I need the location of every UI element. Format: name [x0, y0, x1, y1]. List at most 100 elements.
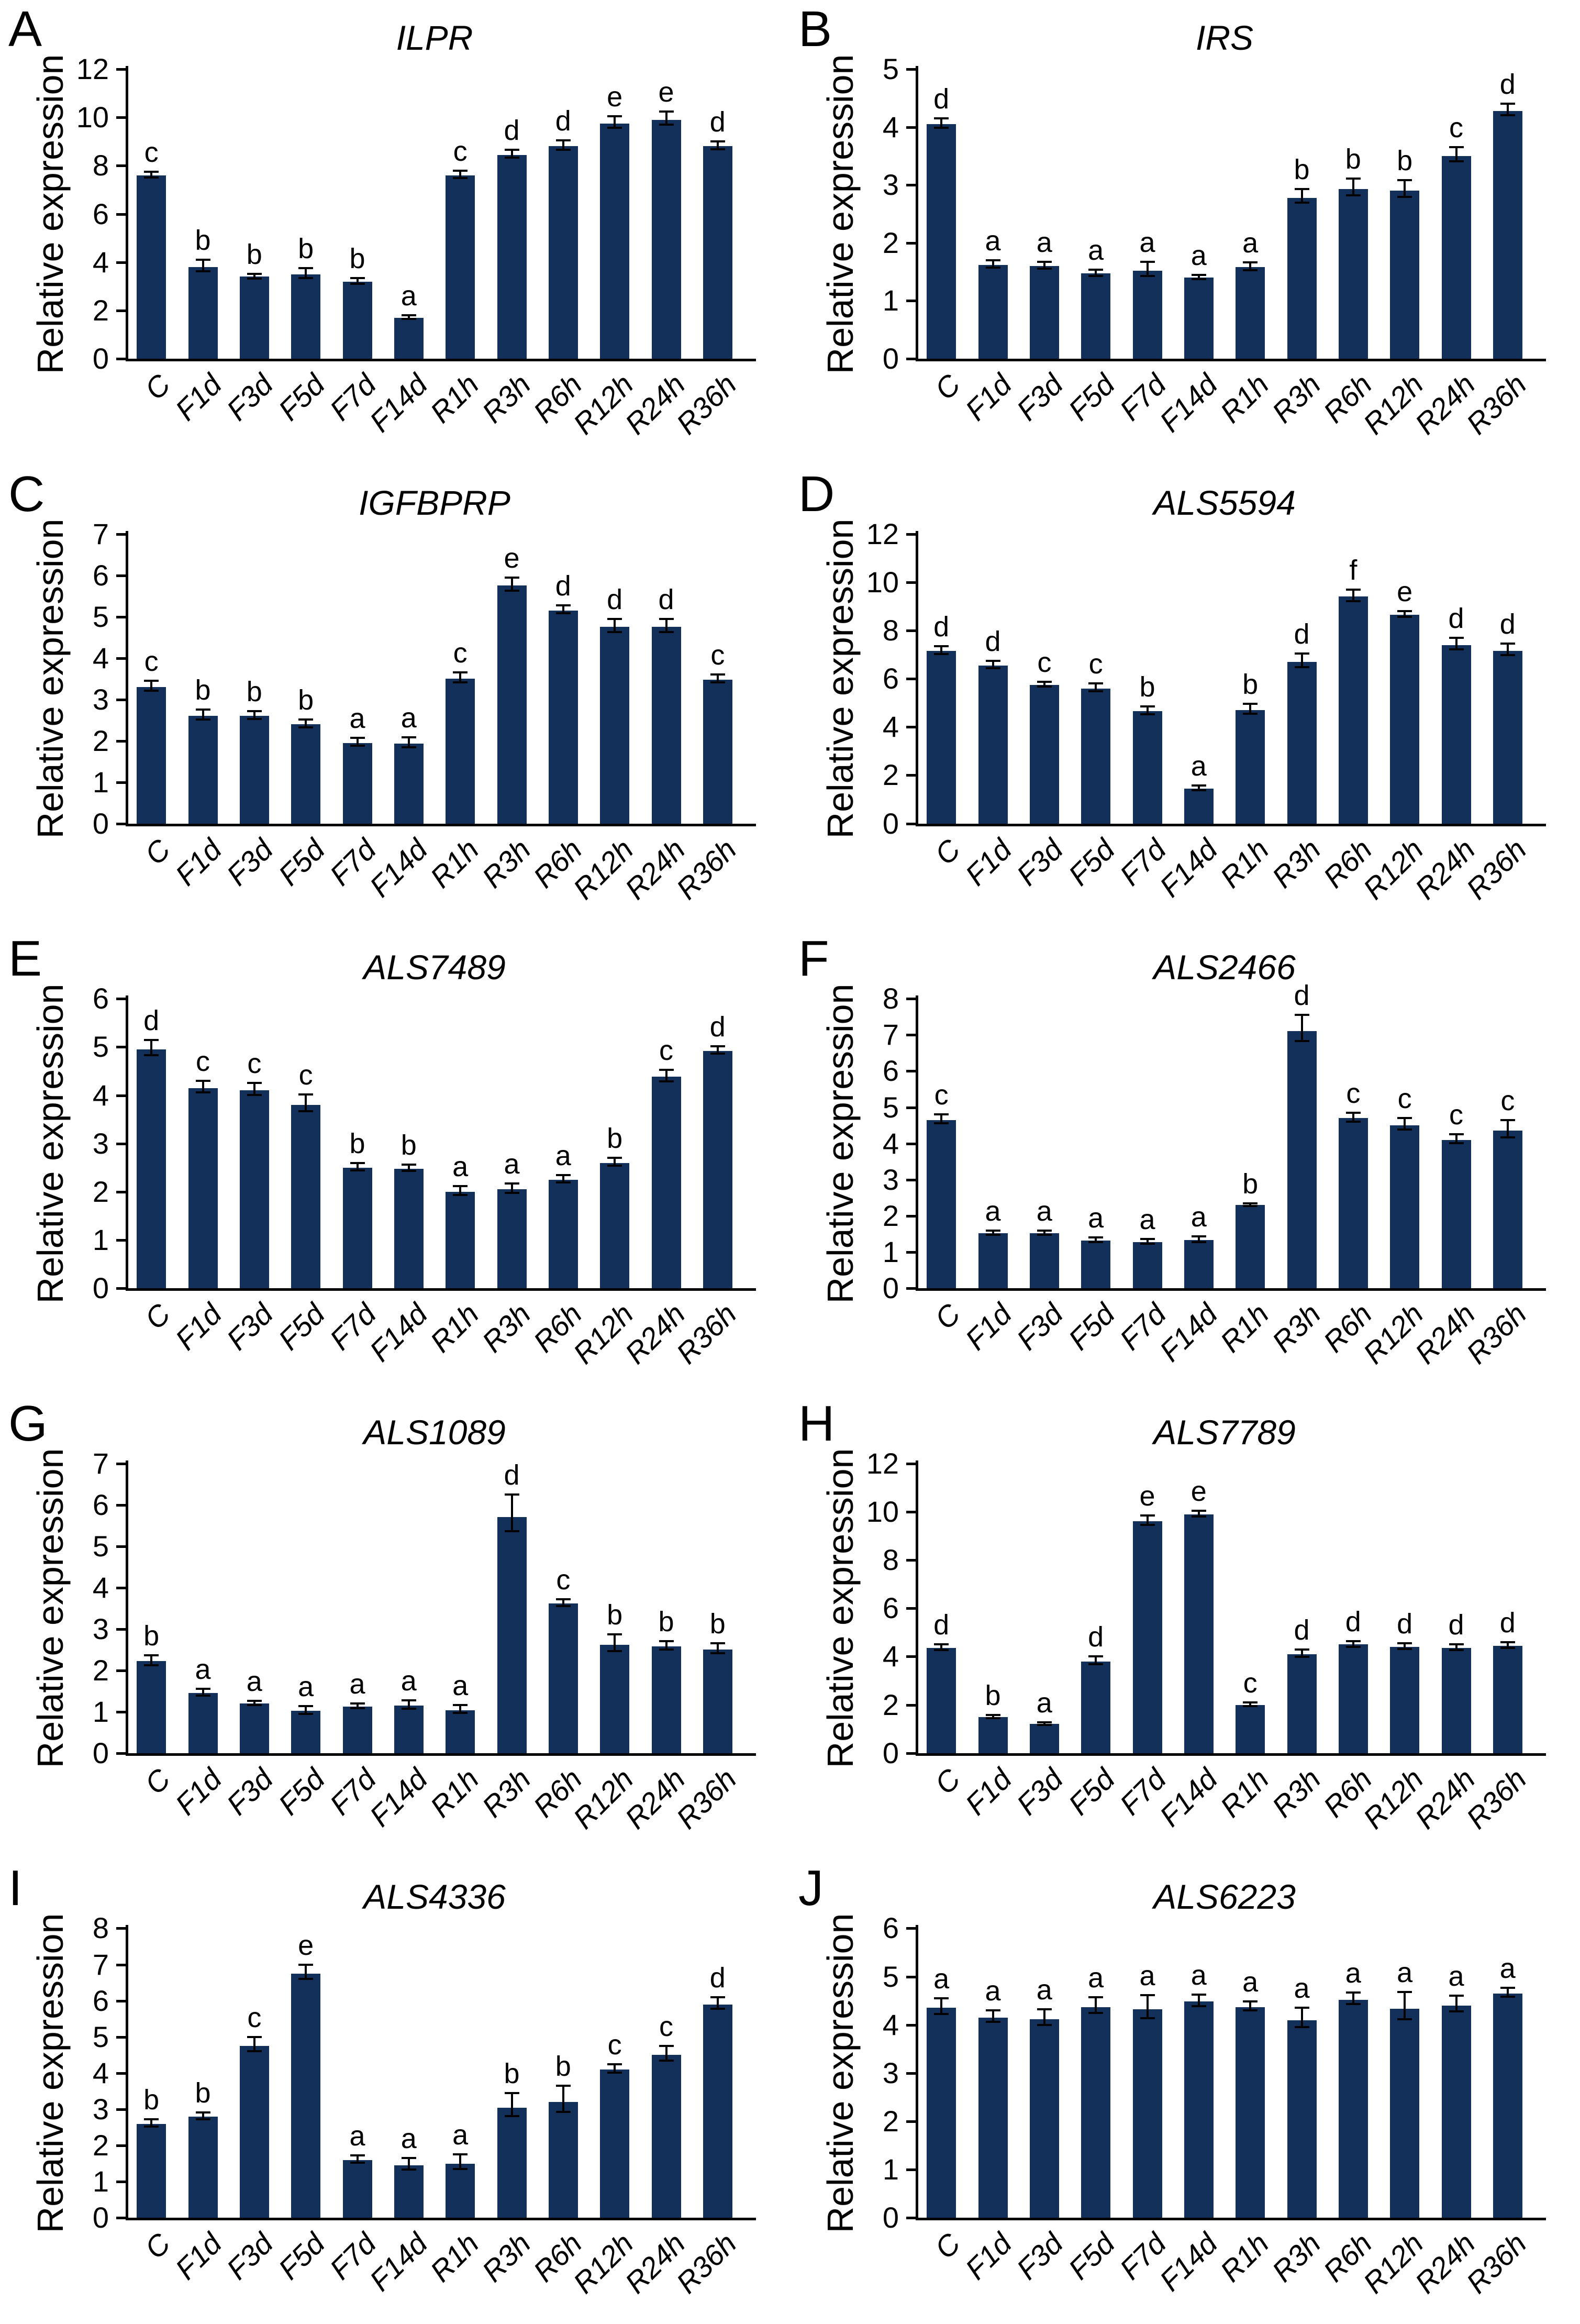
y-tick-label: 5 [92, 600, 109, 633]
error-cap-bottom-R1h [453, 1712, 468, 1714]
sig-letter-F1d: b [195, 2077, 211, 2109]
error-cap-top-F14d [401, 2157, 416, 2160]
x-tick-label-F1d: F1d [959, 832, 1018, 892]
bar-R24h [651, 1646, 681, 1753]
sig-letter-R1h: a [452, 1670, 469, 1702]
error-cap-top-R6h [1345, 178, 1361, 180]
error-cap-top-R36h [710, 1642, 725, 1645]
bar-F7d [342, 281, 372, 359]
y-tick-label: 12 [866, 517, 899, 550]
error-bar-F3d [253, 273, 255, 279]
error-bar-R36h [716, 141, 719, 149]
error-bar-F14d [1197, 785, 1200, 791]
bar-R6h [1338, 189, 1368, 359]
error-cap-top-R3h [504, 1182, 519, 1185]
error-cap-bottom-R12h [607, 1650, 622, 1652]
error-cap-top-F3d [247, 2035, 262, 2038]
y-tick-label: 8 [92, 149, 109, 182]
bar-F5d [291, 274, 321, 359]
bar-R12h [1390, 191, 1420, 359]
error-cap-bottom-R6h [555, 612, 571, 615]
bar-F7d [342, 2160, 372, 2218]
bar-R6h [548, 1603, 578, 1753]
bar-F3d [239, 2046, 269, 2218]
y-tick-mark [116, 1462, 126, 1465]
bar-F1d [188, 716, 218, 824]
y-tick-label: 6 [882, 1591, 899, 1625]
y-tick-mark [906, 822, 916, 825]
y-tick-mark [116, 1628, 126, 1631]
error-bar-R12h [614, 1158, 616, 1166]
bar-F7d [342, 743, 372, 824]
panel-letter-E: E [8, 931, 43, 987]
error-bar-R36h [1506, 1987, 1509, 1997]
x-tick-label-F3d: F3d [220, 2227, 280, 2286]
x-tick-label-R12h: R12h [566, 1297, 640, 1370]
x-tick-label-F5d: F5d [272, 2227, 331, 2286]
sig-letter-F14d: a [1190, 750, 1207, 782]
sig-letter-F5d: a [1088, 234, 1104, 266]
y-tick-mark [116, 1545, 126, 1548]
error-bar-F3d [1043, 1231, 1045, 1235]
error-cap-bottom-R1h [453, 1194, 468, 1197]
error-cap-top-R6h [555, 1598, 571, 1600]
error-bar-R3h [510, 577, 513, 591]
y-axis-line [916, 530, 918, 826]
chart-title: IGFBPRP [359, 483, 510, 522]
bar-R6h [548, 146, 578, 359]
error-bar-R1h [1249, 704, 1252, 714]
error-cap-top-R24h [1449, 636, 1464, 639]
error-cap-top-F14d [1191, 1509, 1206, 1512]
bar-F5d [1081, 688, 1111, 824]
y-axis-line [126, 1460, 128, 1755]
y-tick-mark [906, 774, 916, 777]
error-bar-R12h [1404, 180, 1406, 197]
y-tick-label: 6 [92, 1488, 109, 1521]
error-cap-bottom-R3h [504, 2115, 519, 2118]
bar-F7d [1132, 2009, 1162, 2218]
bar-R12h [600, 2069, 630, 2218]
error-cap-top-F14d [1191, 1235, 1206, 1238]
sig-letter-R24h: b [658, 1606, 674, 1638]
x-tick-label-F1d: F1d [959, 2227, 1018, 2286]
y-tick-mark [116, 1752, 126, 1755]
sig-letter-R6h: d [555, 570, 571, 602]
x-tick-label-C: C [928, 1762, 966, 1801]
sig-letter-R12h: e [607, 81, 623, 113]
bar-F5d [1081, 2007, 1111, 2218]
bar-R1h [446, 1710, 475, 1753]
sig-letter-R1h: b [1242, 1168, 1259, 1200]
x-tick-label-F14d: F14d [1153, 1762, 1224, 1833]
x-tick-label-F3d: F3d [1010, 1297, 1070, 1357]
bar-R3h [1287, 661, 1317, 824]
error-cap-top-R3h [504, 576, 519, 579]
error-cap-top-R1h [453, 2153, 468, 2156]
x-tick-label-R12h: R12h [1356, 368, 1430, 441]
y-tick-mark [116, 2035, 126, 2039]
y-tick-mark [906, 1178, 916, 1181]
error-cap-bottom-R6h [555, 1604, 571, 1607]
sig-letter-C: a [933, 1963, 950, 1995]
x-tick-label-F14d: F14d [1153, 1297, 1224, 1368]
y-tick-label: 0 [882, 2201, 899, 2234]
sig-letter-F7d: a [349, 1668, 365, 1700]
sig-letter-R1h: c [453, 135, 468, 167]
sig-letter-F3d: a [1036, 227, 1052, 259]
error-bar-R24h [665, 1641, 667, 1650]
panel-letter-G: G [8, 1395, 49, 1452]
x-tick-label-F5d: F5d [272, 1297, 331, 1357]
x-tick-label-R3h: R3h [1265, 832, 1327, 894]
y-tick-mark [116, 657, 126, 660]
bar-R24h [1441, 1648, 1471, 1753]
error-bar-F7d [356, 738, 359, 746]
x-tick-label-R24h: R24h [1408, 2227, 1482, 2300]
sig-letter-F1d: d [985, 625, 1001, 657]
y-tick-mark [116, 533, 126, 536]
error-cap-bottom-C [144, 2125, 159, 2128]
bar-R1h [446, 2163, 475, 2218]
x-axis-line [126, 1753, 756, 1756]
error-bar-R1h [459, 170, 462, 179]
error-bar-R3h [510, 2093, 513, 2117]
